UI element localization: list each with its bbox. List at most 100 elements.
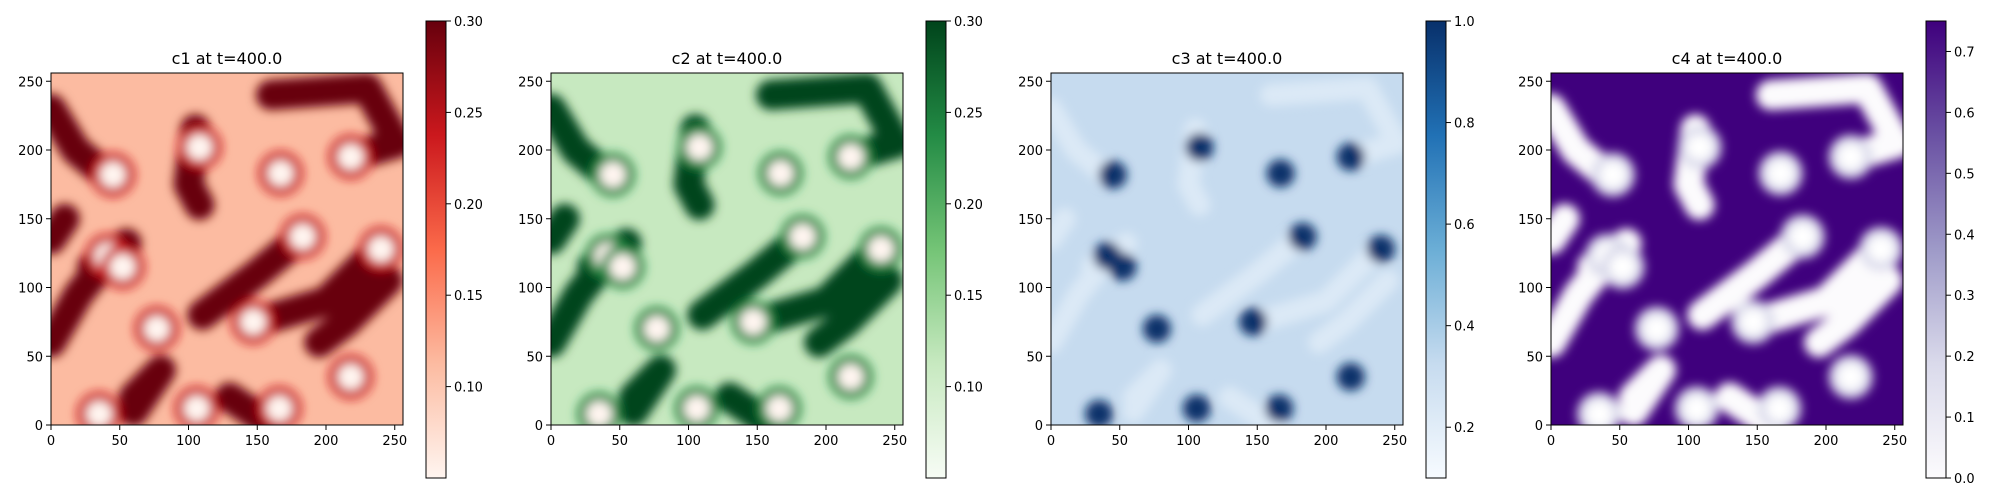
colorbar — [1425, 20, 1447, 479]
spot — [1837, 363, 1864, 390]
x-tick-label: 200 — [1314, 434, 1339, 449]
x-tick-label: 250 — [1382, 434, 1407, 449]
spot — [1599, 161, 1626, 188]
axes-frame — [1550, 72, 1904, 426]
spot — [837, 143, 864, 170]
y-tick-label: 150 — [1518, 213, 1543, 228]
y-tick-label: 0 — [535, 419, 543, 434]
y-tick-label: 200 — [518, 144, 543, 159]
spot — [1586, 401, 1613, 425]
spot — [1336, 142, 1365, 171]
pattern-filament — [187, 224, 314, 330]
spot — [1185, 133, 1214, 162]
heatmap-image — [1551, 73, 1903, 425]
y-tick-label: 250 — [18, 75, 43, 90]
spot — [1182, 394, 1211, 423]
pattern-filament — [1260, 77, 1403, 168]
colorbar-tick-label: 0.25 — [454, 106, 483, 121]
pattern-filament — [804, 265, 903, 358]
pattern-filament — [1246, 238, 1390, 333]
y-tick-label: 50 — [1026, 350, 1043, 365]
colorbar — [1925, 20, 1947, 479]
spot — [183, 395, 210, 422]
spot — [1142, 314, 1171, 343]
spot — [1789, 223, 1816, 250]
spot — [109, 253, 136, 280]
spot — [766, 395, 793, 422]
spot — [1239, 307, 1268, 336]
pattern-filament — [1051, 207, 1076, 251]
panel-title: c4 at t=400.0 — [1672, 49, 1783, 68]
pattern-filament — [1742, 234, 1894, 337]
pattern-filament — [687, 224, 814, 330]
spot — [1108, 252, 1137, 281]
x-tick-label: 0 — [547, 434, 555, 449]
x-tick-label: 100 — [1176, 434, 1201, 449]
spot — [368, 236, 394, 262]
spot — [1837, 143, 1864, 170]
spot — [1740, 308, 1767, 335]
colorbar-tick-label: 0.0 — [1954, 472, 1975, 487]
spot — [289, 223, 316, 250]
colorbar-tick-label: 0.30 — [454, 15, 483, 30]
colorbar-tick-label: 1.0 — [1454, 15, 1475, 30]
panel-title: c2 at t=400.0 — [672, 49, 783, 68]
y-tick-label: 100 — [18, 282, 43, 297]
x-tick-label: 0 — [47, 434, 55, 449]
y-tick-label: 100 — [1518, 282, 1543, 297]
spot — [1367, 235, 1395, 263]
colorbar — [925, 20, 947, 479]
panel-4: c4 at t=400.0 0 50 100 150 200 250 0 50 100 150 200… — [1518, 20, 1975, 487]
colorbar-tick-label: 0.4 — [1954, 228, 1975, 243]
panel-title: c1 at t=400.0 — [172, 49, 283, 68]
x-tick-label: 50 — [611, 434, 628, 449]
spot — [1686, 134, 1713, 161]
panel-1: c1 at t=400.0 0 50 100 150 200 250 0 50 100 150 200… — [18, 15, 483, 479]
x-tick-label: 250 — [1882, 434, 1907, 449]
colorbar-tick-label: 0.30 — [954, 15, 983, 30]
panel-2: c2 at t=400.0 0 50 100 150 200 250 0 50 100 150 200… — [518, 15, 983, 479]
x-tick-label: 250 — [382, 434, 407, 449]
spot — [186, 134, 213, 161]
spot — [266, 395, 293, 422]
colorbar-tick-label: 0.8 — [1454, 117, 1475, 132]
x-tick-label: 150 — [1745, 434, 1770, 449]
colorbar-tick-label: 0.2 — [1954, 350, 1975, 365]
pattern-filament — [1122, 359, 1172, 423]
spot — [868, 236, 894, 262]
y-tick-label: 250 — [518, 75, 543, 90]
pattern-filament — [1756, 73, 1903, 172]
pattern-filament — [1218, 386, 1282, 425]
pattern-filament — [1551, 203, 1580, 255]
pattern-filament — [256, 73, 403, 172]
colorbar-tick-label: 0.4 — [1454, 320, 1475, 335]
spot — [1868, 236, 1894, 262]
pattern-filament — [551, 203, 580, 255]
x-tick-label: 50 — [111, 434, 128, 449]
y-tick-label: 200 — [1018, 144, 1043, 159]
pattern-filament — [742, 234, 894, 337]
x-tick-label: 50 — [1111, 434, 1128, 449]
x-tick-label: 150 — [745, 434, 770, 449]
colorbar-tick-label: 0.10 — [954, 381, 983, 396]
colorbar-tick-label: 0.3 — [1954, 289, 1975, 304]
colorbar-tick-label: 0.15 — [954, 289, 983, 304]
spot — [267, 160, 294, 187]
spot — [240, 308, 267, 335]
panel-title: c3 at t=400.0 — [1172, 49, 1283, 68]
spot — [1336, 362, 1365, 391]
x-tick-label: 150 — [245, 434, 270, 449]
spot — [767, 160, 794, 187]
y-tick-label: 200 — [18, 144, 43, 159]
spot — [143, 315, 170, 342]
pattern-filament — [1051, 249, 1117, 354]
spot — [1683, 395, 1710, 422]
y-tick-label: 0 — [1535, 419, 1543, 434]
colorbar-tick-label: 0.7 — [1954, 45, 1975, 60]
x-tick-label: 0 — [1547, 434, 1555, 449]
spot — [1265, 394, 1294, 423]
colorbar-tick-label: 0.10 — [454, 381, 483, 396]
x-tick-label: 50 — [1611, 434, 1628, 449]
pattern-filament — [756, 73, 903, 172]
pattern-filament — [51, 203, 80, 255]
